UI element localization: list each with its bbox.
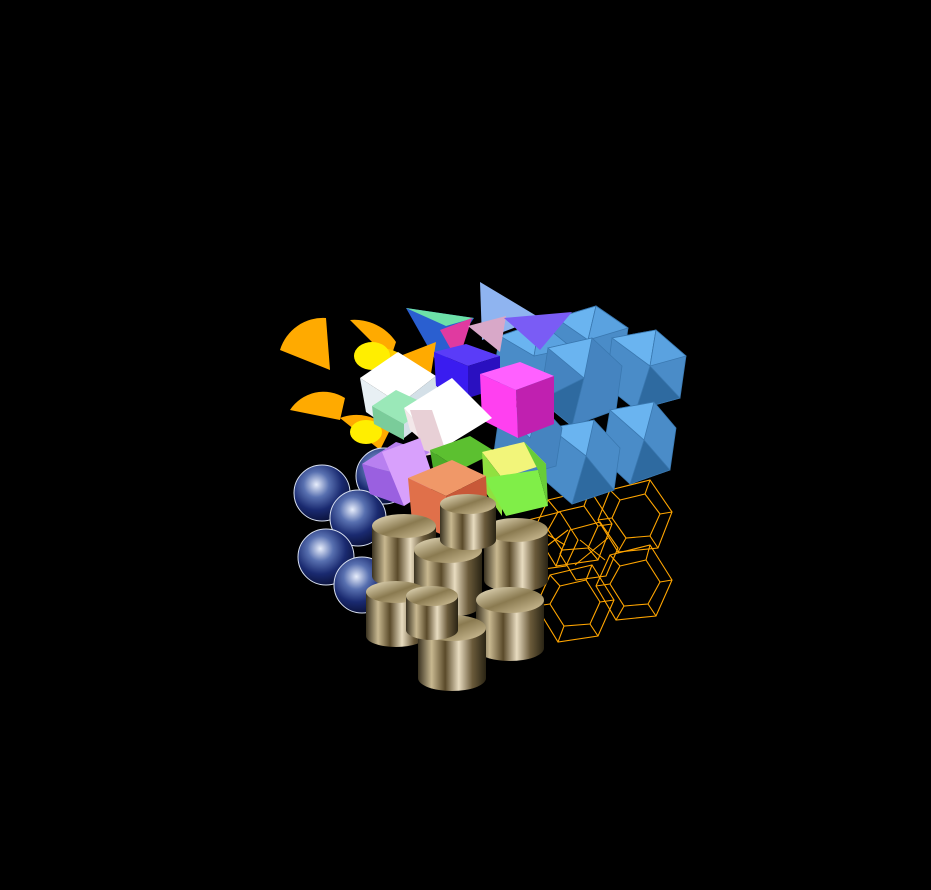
icosahedron[interactable] — [539, 337, 623, 427]
cube[interactable] — [480, 362, 554, 438]
wireframe-dodecahedron[interactable] — [559, 521, 619, 581]
cone-wedge[interactable] — [290, 391, 345, 420]
cube-group[interactable] — [360, 344, 554, 538]
cone-wedge[interactable] — [280, 317, 330, 370]
cube[interactable] — [404, 378, 492, 456]
tetrahedron[interactable] — [504, 312, 572, 350]
tetrahedron[interactable] — [406, 308, 474, 326]
icosahedron[interactable] — [605, 329, 687, 411]
marble-cylinder[interactable] — [406, 586, 458, 640]
tetrahedron[interactable] — [406, 308, 474, 368]
marble-cylinder-group[interactable] — [366, 494, 548, 691]
cube[interactable] — [482, 442, 548, 516]
tetrahedron-group[interactable] — [406, 282, 572, 368]
cone-highlight — [354, 342, 390, 370]
cone-highlight — [350, 420, 382, 444]
marble-cylinder[interactable] — [440, 494, 496, 550]
wireframe-dodecahedron[interactable] — [597, 479, 673, 553]
cone-wedge-group[interactable] — [280, 317, 436, 450]
marble-cylinder[interactable] — [476, 587, 544, 661]
tetrahedron[interactable] — [440, 318, 472, 362]
cube[interactable] — [362, 438, 436, 506]
wireframe-dodecahedron[interactable] — [595, 544, 673, 621]
icosahedron[interactable] — [541, 419, 621, 505]
marble-cylinder[interactable] — [484, 518, 548, 592]
tetrahedron[interactable] — [468, 316, 506, 352]
icosahedron[interactable] — [601, 401, 677, 485]
